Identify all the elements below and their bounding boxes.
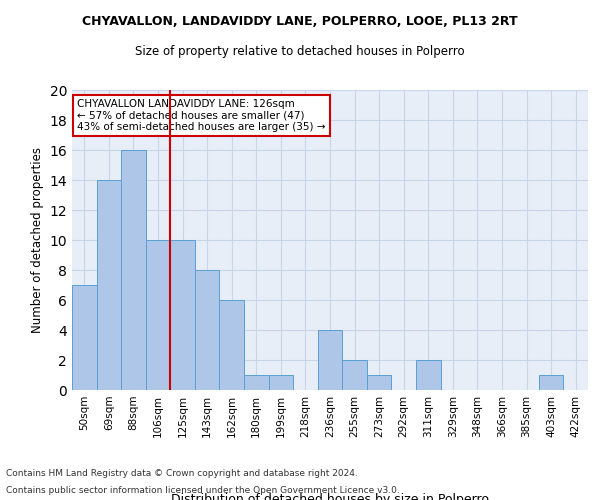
- Bar: [170, 240, 195, 390]
- Bar: [220, 300, 244, 390]
- Bar: [146, 240, 170, 390]
- Bar: [121, 150, 146, 390]
- Text: Contains HM Land Registry data © Crown copyright and database right 2024.: Contains HM Land Registry data © Crown c…: [6, 468, 358, 477]
- Bar: [416, 360, 440, 390]
- Y-axis label: Number of detached properties: Number of detached properties: [31, 147, 44, 333]
- Bar: [342, 360, 367, 390]
- Bar: [195, 270, 220, 390]
- Bar: [72, 285, 97, 390]
- Bar: [244, 375, 269, 390]
- Bar: [269, 375, 293, 390]
- Bar: [97, 180, 121, 390]
- Bar: [318, 330, 342, 390]
- Bar: [367, 375, 391, 390]
- Text: CHYAVALLON, LANDAVIDDY LANE, POLPERRO, LOOE, PL13 2RT: CHYAVALLON, LANDAVIDDY LANE, POLPERRO, L…: [82, 15, 518, 28]
- X-axis label: Distribution of detached houses by size in Polperro: Distribution of detached houses by size …: [171, 492, 489, 500]
- Text: Size of property relative to detached houses in Polperro: Size of property relative to detached ho…: [135, 45, 465, 58]
- Text: CHYAVALLON LANDAVIDDY LANE: 126sqm
← 57% of detached houses are smaller (47)
43%: CHYAVALLON LANDAVIDDY LANE: 126sqm ← 57%…: [77, 99, 326, 132]
- Bar: [539, 375, 563, 390]
- Text: Contains public sector information licensed under the Open Government Licence v3: Contains public sector information licen…: [6, 486, 400, 495]
